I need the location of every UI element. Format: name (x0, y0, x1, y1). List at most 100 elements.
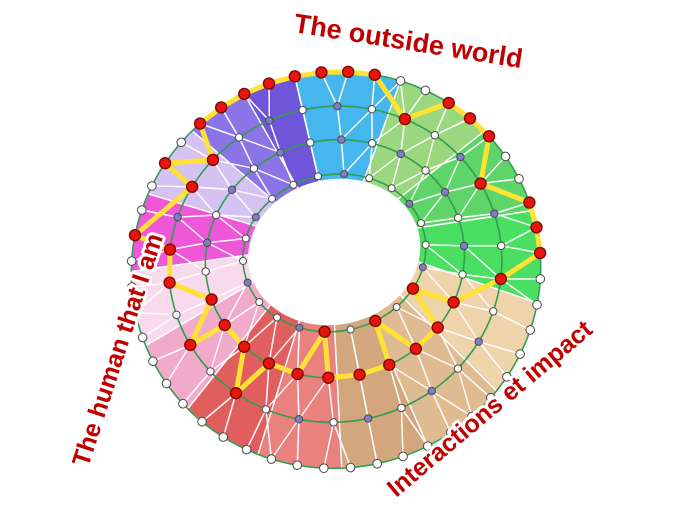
score-nodes (128, 65, 547, 400)
grid-node (387, 184, 396, 193)
grid-node (161, 378, 172, 389)
grid-node (502, 371, 512, 382)
grid-node (396, 149, 405, 159)
grid-node (500, 151, 511, 162)
grid-node (266, 454, 277, 464)
score-node (533, 246, 547, 260)
grid-node (295, 323, 304, 332)
grid-node (417, 219, 426, 228)
grid-node (397, 403, 406, 413)
grid-node (136, 205, 147, 215)
grid-node (265, 116, 274, 125)
grid-node (458, 270, 467, 279)
score-node (530, 221, 543, 234)
grid-node (346, 325, 355, 334)
grid-node (255, 298, 264, 307)
grid-node (261, 405, 271, 414)
score-node (442, 96, 455, 110)
grid-node (314, 172, 323, 181)
grid-node (238, 256, 247, 265)
grid-node (340, 170, 349, 179)
score-node (383, 358, 396, 371)
grid-node (126, 256, 137, 266)
score-node (205, 293, 218, 306)
grid-node (267, 194, 276, 203)
score-node (447, 296, 460, 309)
score-node (474, 177, 487, 190)
score-node (482, 130, 496, 143)
score-node (262, 77, 276, 90)
grid-node (421, 240, 430, 249)
grid-node (392, 303, 401, 312)
grid-node (276, 148, 285, 157)
grid-node (243, 278, 252, 287)
score-node (431, 321, 444, 334)
grid-node (515, 349, 525, 359)
grid-node (490, 209, 499, 218)
score-node (237, 340, 251, 353)
grid-node (427, 386, 436, 396)
score-node (238, 87, 251, 101)
score-node (409, 342, 423, 356)
grid-node (298, 105, 307, 115)
grid-node (127, 282, 137, 292)
grid-node (535, 274, 546, 284)
grid-node (241, 234, 250, 243)
grid-node (430, 131, 440, 140)
score-node (163, 243, 177, 256)
score-node (214, 101, 228, 114)
score-node (341, 65, 355, 79)
score-node (463, 112, 477, 125)
grid-node (363, 414, 373, 423)
grid-node (201, 267, 210, 276)
score-node (322, 371, 335, 384)
grid-node (365, 174, 374, 183)
grid-node (467, 411, 477, 422)
score-node (369, 314, 382, 328)
score-node (193, 117, 207, 130)
grid-node (440, 188, 450, 197)
grid-node (251, 213, 260, 222)
grid-node (234, 133, 244, 142)
grid-node (329, 418, 338, 427)
score-node (184, 338, 197, 352)
score-node (406, 282, 420, 295)
grid-node (294, 415, 304, 424)
grid-node (148, 356, 158, 367)
score-node (523, 196, 536, 209)
grid-node (514, 173, 524, 184)
label-outside-world: The outside world (292, 8, 525, 74)
score-node (291, 367, 304, 381)
grid-node (176, 137, 187, 148)
grid-node (147, 181, 157, 191)
grid-node (203, 238, 212, 247)
grid-node (211, 210, 221, 220)
grid-node (474, 337, 483, 346)
grid-node (496, 241, 506, 251)
score-node (185, 180, 199, 193)
grid-node (289, 180, 298, 189)
grid-node (306, 138, 315, 147)
grid-node (395, 76, 406, 86)
grid-node (197, 416, 207, 427)
grid-node (241, 444, 252, 455)
score-path (132, 69, 543, 396)
grid-node (422, 441, 433, 451)
grid-node (206, 367, 215, 376)
grid-node (459, 241, 469, 251)
score-node (288, 70, 302, 83)
grid-node (485, 392, 496, 403)
grid-node (405, 199, 414, 208)
score-node (158, 157, 172, 170)
score-node (318, 325, 331, 338)
grid-node (367, 139, 377, 148)
grid-node (420, 85, 431, 96)
score-node (368, 68, 381, 81)
score-node (218, 318, 231, 332)
grid-node (319, 463, 329, 473)
grid-node (178, 398, 188, 409)
grid-node (367, 105, 377, 114)
grid-node (333, 101, 342, 111)
score-node (128, 229, 142, 242)
grid-node (337, 135, 346, 144)
